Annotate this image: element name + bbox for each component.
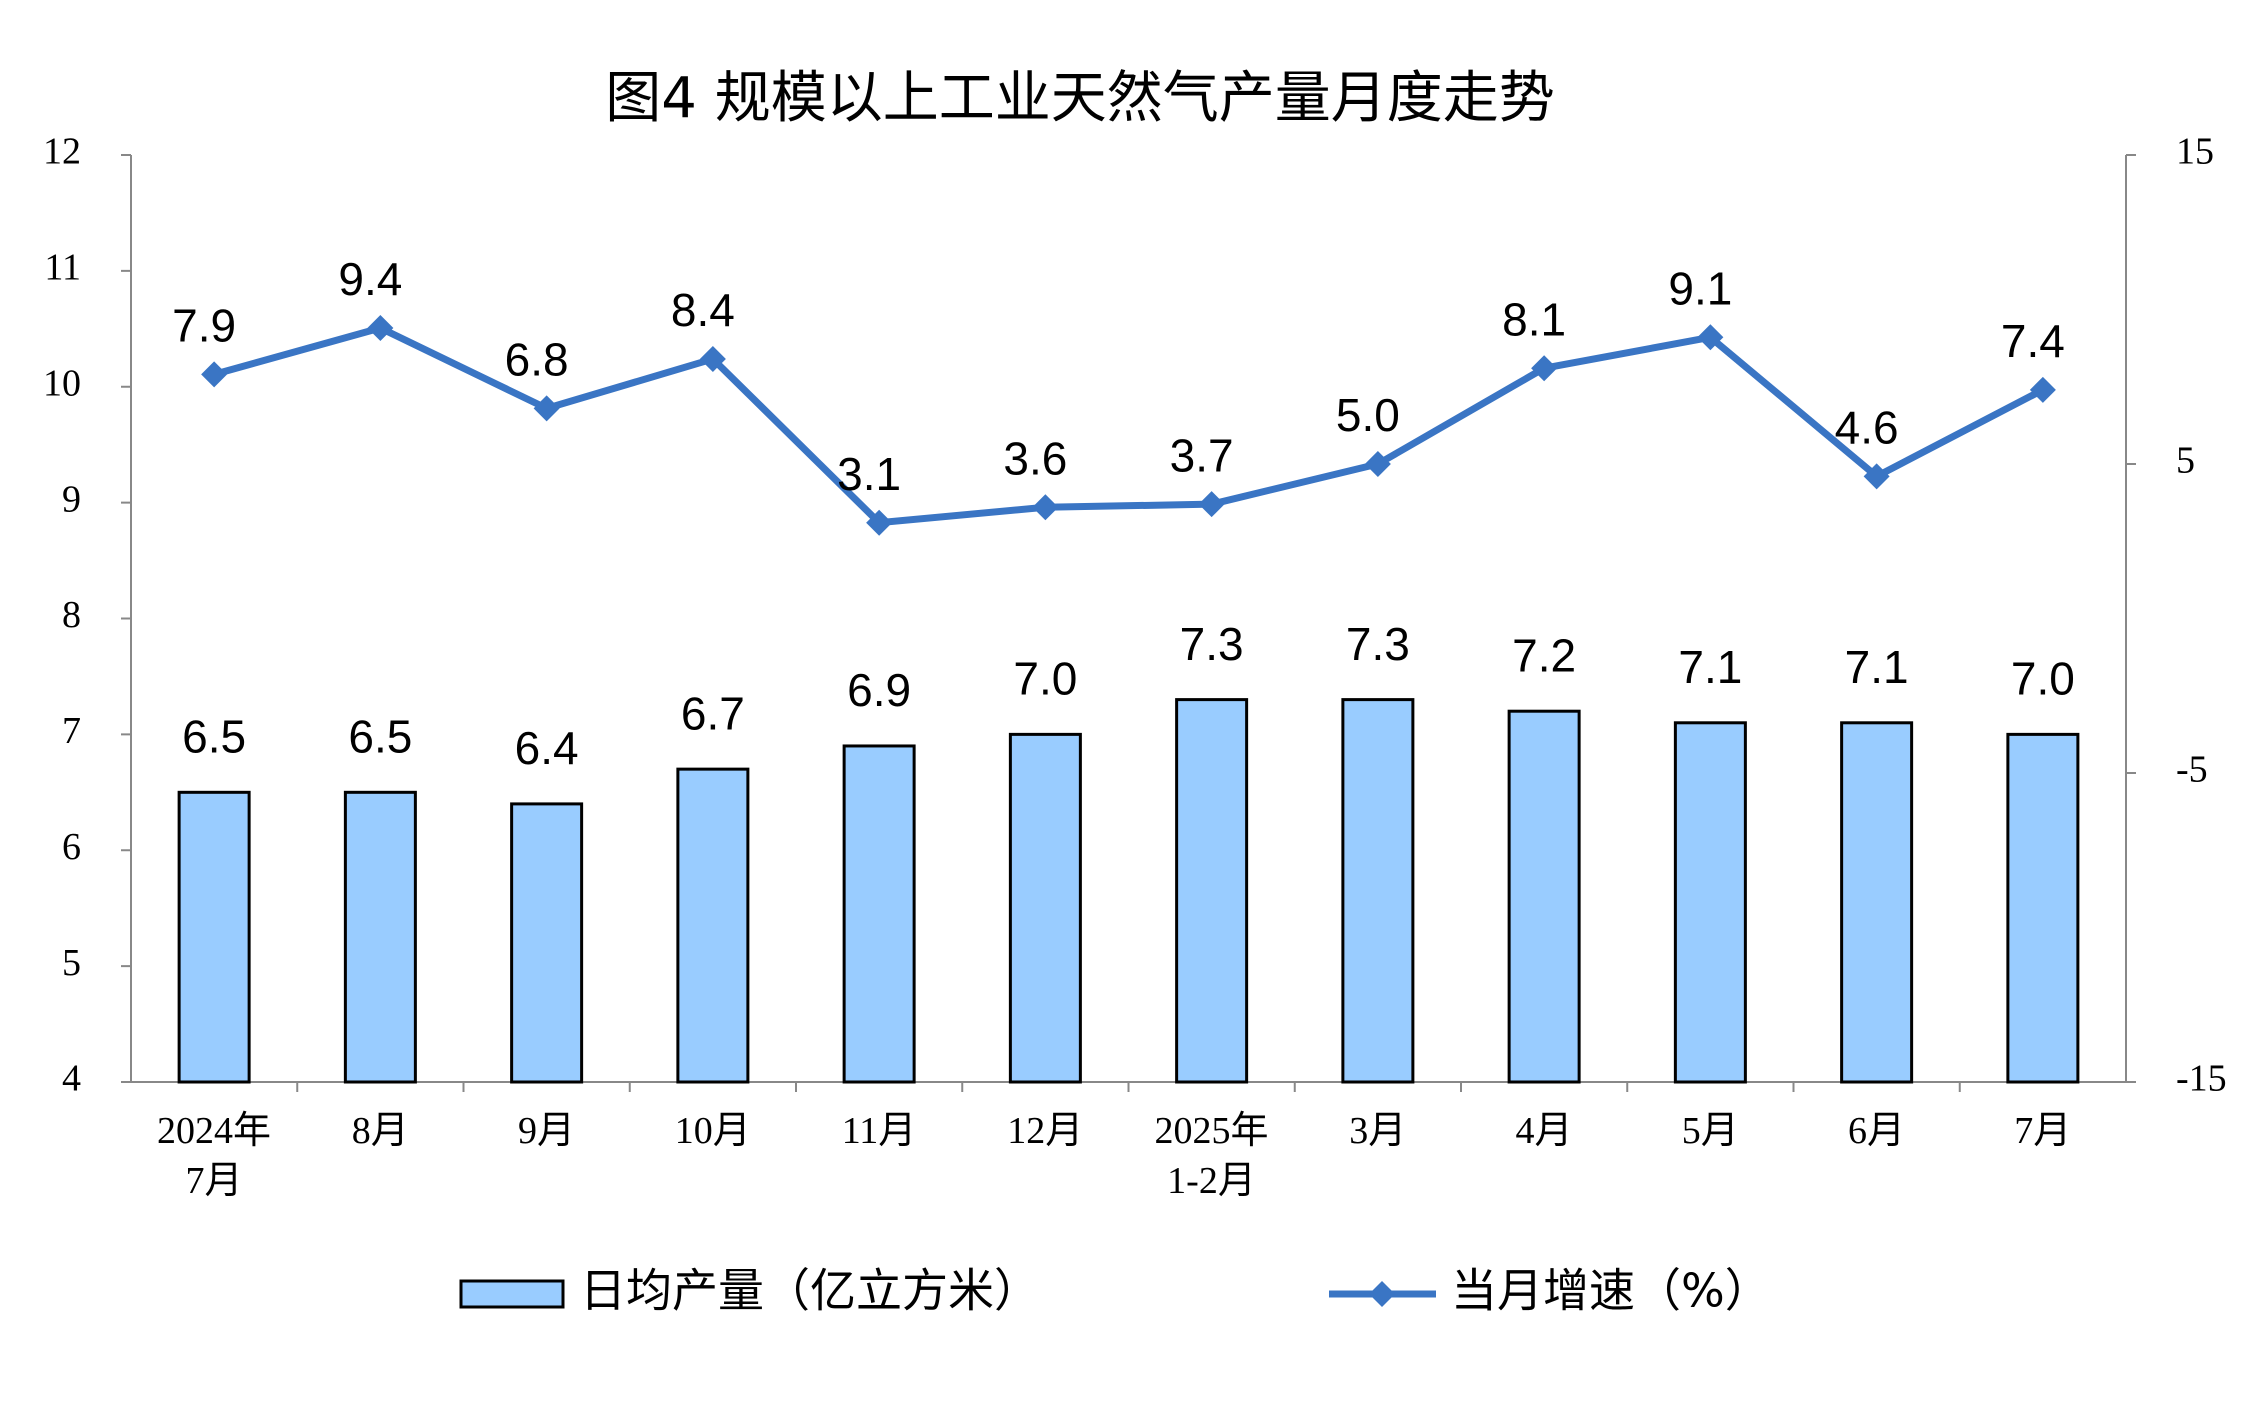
line-marker [1531,355,1558,382]
bar-value-label: 7.1 [1678,641,1742,693]
bar-value-label: 7.3 [1346,618,1410,670]
line-value-label: 3.6 [1003,432,1067,484]
bar-value-label: 6.5 [348,710,412,762]
bar-value-label: 6.9 [847,664,911,716]
legend-label: 日均产量（亿立方米） [580,1264,1040,1318]
x-tick-label: 11月 [841,1110,917,1152]
x-tick-label: 6月 [1847,1110,1905,1152]
y2-tick-label: -15 [2176,1058,2227,1100]
bar-value-label: 7.0 [1013,653,1077,705]
x-tick-label: 10月 [674,1110,751,1152]
bar-value-label: 7.2 [1512,629,1576,681]
x-tick-label: 12月 [1007,1110,1084,1152]
line-value-label: 8.1 [1502,293,1566,345]
line-value-label: 3.7 [1170,429,1234,481]
line-marker [1697,324,1724,351]
y2-tick-label: -5 [2176,749,2208,791]
bar [1175,698,1249,1084]
line-value-label: 6.8 [505,334,569,386]
bar [177,790,251,1084]
bar [1008,732,1082,1084]
y-tick-label: 6 [62,826,81,868]
y-tick-label: 10 [43,362,81,404]
bar-value-label: 6.4 [515,722,579,774]
bar [842,744,916,1084]
line-value-label: 7.9 [172,300,236,352]
line-marker [201,361,228,388]
bar [343,790,417,1084]
legend-swatch [459,1279,565,1309]
y-tick-label: 8 [62,594,81,636]
line-marker [866,509,893,536]
line-value-label: 9.4 [338,253,402,305]
x-tick-label: 8月 [351,1110,409,1152]
bar [676,767,750,1084]
line-value-label: 8.4 [671,284,735,336]
y2-tick-label: 15 [2176,131,2214,173]
line-value-label: 4.6 [1835,402,1899,454]
bar-value-label: 7.1 [1845,641,1909,693]
line-value-label: 3.1 [837,448,901,500]
legend-label: 当月增速（%） [1451,1264,1771,1318]
line-marker [1198,491,1225,518]
line-value-label: 9.1 [1668,262,1732,314]
x-tick-label: 3月 [1349,1110,1407,1152]
line-value-label: 7.4 [2001,315,2065,367]
y-tick-label: 7 [62,710,81,752]
line-marker [533,395,560,422]
y-tick-label: 5 [62,942,81,984]
legend-marker [1369,1281,1395,1307]
chart-title: 图4 规模以上工业天然气产量月度走势 [605,66,1554,131]
bar-value-label: 6.5 [182,710,246,762]
line-marker [1863,463,1890,490]
x-tick-label: 9月 [517,1110,575,1152]
bar [2006,732,2080,1084]
bar [1507,709,1581,1084]
x-tick-label: 4月 [1515,1110,1573,1152]
bar-value-label: 6.7 [681,687,745,739]
y-tick-label: 11 [44,247,81,289]
y2-tick-label: 5 [2176,440,2195,482]
line-marker [2029,376,2056,403]
line-marker [367,315,394,342]
y-tick-label: 4 [62,1058,81,1100]
line-marker [1032,494,1059,521]
bar-value-label: 7.3 [1180,618,1244,670]
line-marker [1364,451,1391,477]
line-marker [699,345,726,372]
bar [1341,698,1415,1084]
line-value-label: 5.0 [1336,389,1400,441]
x-tick-label: 7月 [2014,1110,2072,1152]
x-tick-label: 5月 [1681,1110,1739,1152]
y-tick-label: 12 [43,131,81,173]
line [213,324,2045,527]
x-tick-label: 2024年 7月 [156,1110,271,1202]
bar [1673,721,1747,1084]
bar-value-label: 7.0 [2011,653,2075,705]
x-tick-label: 2025年 1-2月 [1154,1110,1269,1202]
bar [1840,721,1914,1084]
y-tick-label: 9 [62,478,81,520]
bar [510,802,584,1084]
